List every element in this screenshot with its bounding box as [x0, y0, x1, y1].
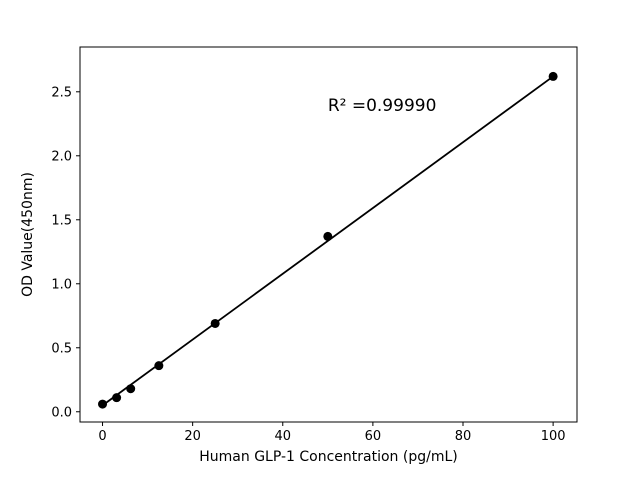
y-tick-label: 1.5 — [51, 213, 72, 228]
x-tick-label: 40 — [274, 429, 291, 444]
y-tick-label: 0.5 — [51, 341, 72, 356]
data-point — [112, 393, 122, 403]
data-point — [323, 231, 333, 241]
x-tick-label: 20 — [184, 429, 201, 444]
data-point — [154, 361, 164, 371]
y-tick-label: 0.0 — [51, 405, 72, 420]
data-point — [98, 399, 108, 409]
y-tick-label: 2.5 — [51, 85, 72, 100]
data-point — [548, 71, 558, 81]
y-tick-label: 2.0 — [51, 149, 72, 164]
r-squared-annotation: R² =0.99990 — [328, 96, 437, 116]
x-axis-label: Human GLP-1 Concentration (pg/mL) — [199, 449, 457, 465]
x-tick-label: 0 — [98, 429, 106, 444]
y-axis-label: OD Value(450nm) — [20, 172, 36, 297]
data-point — [126, 384, 136, 394]
x-tick-label: 60 — [365, 429, 382, 444]
y-tick-label: 1.0 — [51, 277, 72, 292]
x-tick-label: 80 — [455, 429, 472, 444]
x-tick-label: 100 — [541, 429, 566, 444]
plot-frame — [79, 46, 578, 423]
data-point — [210, 318, 220, 328]
